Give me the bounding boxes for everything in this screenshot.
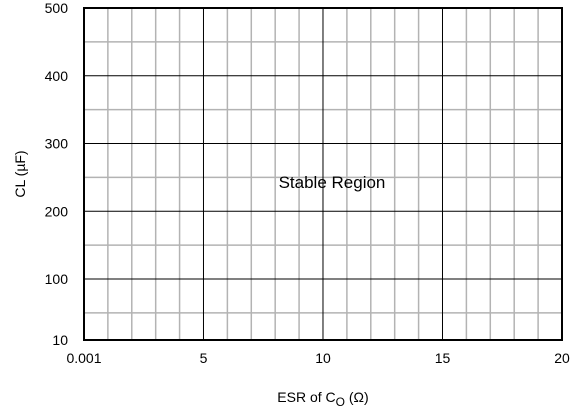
stable-region-label: Stable Region [279, 173, 386, 192]
x-tick-label: 20 [554, 350, 570, 366]
x-axis-label-unit: (Ω) [345, 389, 369, 405]
y-tick-label: 200 [45, 203, 69, 219]
x-axis-label: ESR of CO (Ω) [277, 389, 368, 409]
y-tick-label: 500 [45, 0, 69, 16]
x-tick-label: 10 [315, 350, 331, 366]
x-tick-label: 5 [200, 350, 208, 366]
y-tick-label: 10 [52, 332, 68, 348]
x-tick-label: 0.001 [66, 350, 101, 366]
plot-frame [83, 7, 563, 341]
y-axis-label: CL (µF) [12, 150, 28, 197]
y-tick-label: 100 [45, 271, 69, 287]
major-grid [84, 8, 562, 340]
x-tick-labels: 0.001 5 10 15 20 [66, 350, 570, 366]
x-axis-label-main: ESR of C [277, 389, 335, 405]
x-tick-label: 15 [435, 350, 451, 366]
x-axis-label-subscript: O [336, 395, 345, 409]
y-tick-labels: 10 100 200 300 400 500 [45, 0, 69, 348]
y-tick-label: 400 [45, 68, 69, 84]
y-tick-label: 300 [45, 136, 69, 152]
